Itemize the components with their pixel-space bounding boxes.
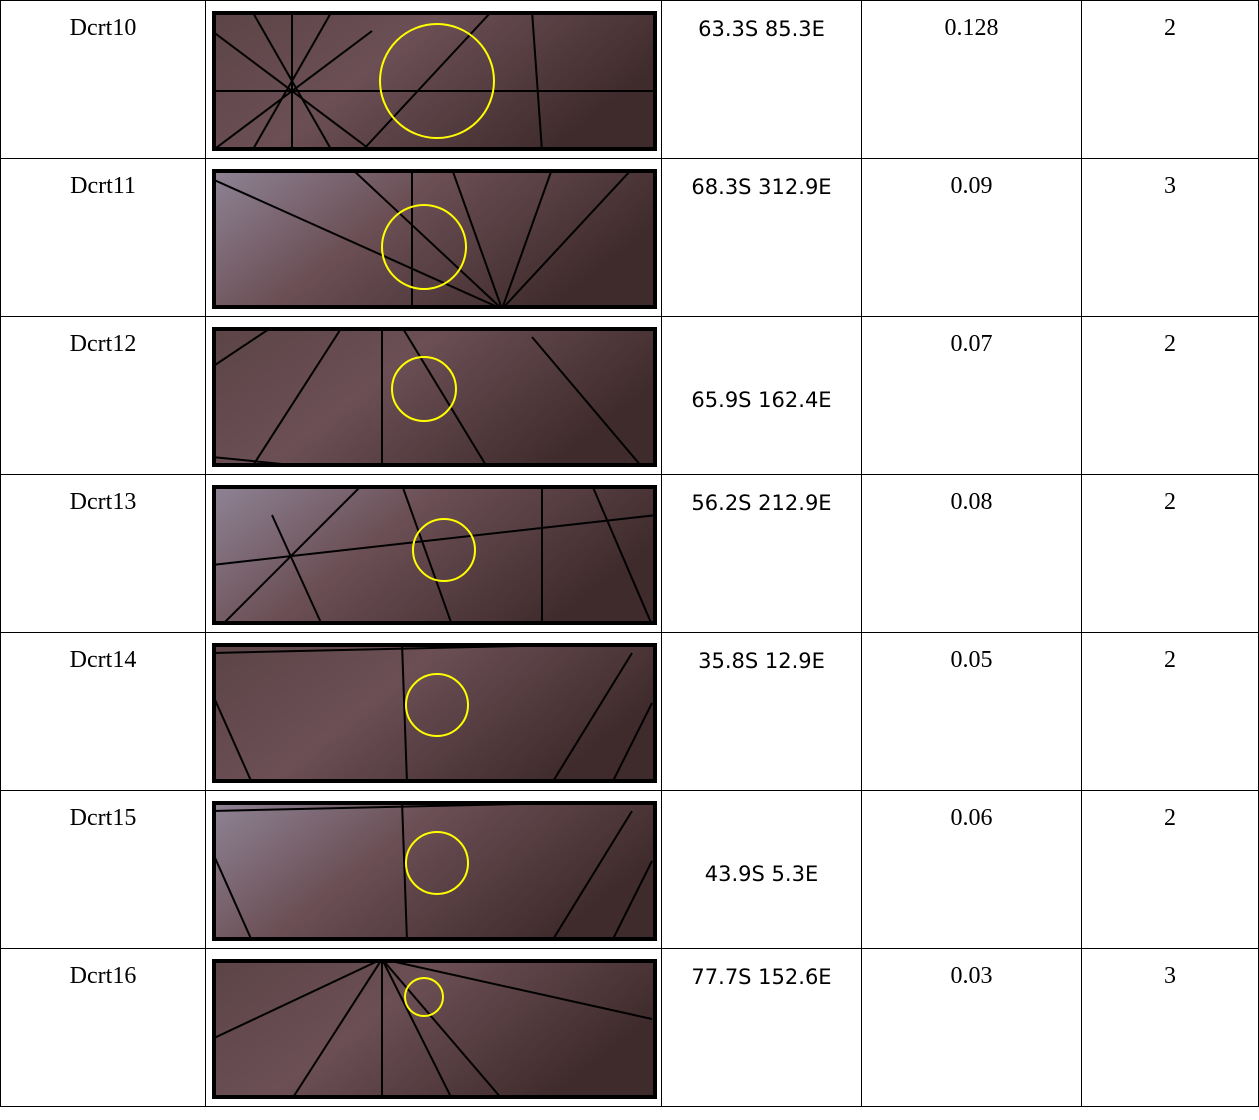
crater-image (212, 959, 657, 1099)
table-cell: 3 (1082, 159, 1259, 317)
crater-image (212, 485, 657, 625)
table-cell: 68.3S 312.9E (662, 159, 862, 317)
table-cell: 0.09 (862, 159, 1082, 317)
table-body: Dcrt1063.3S 85.3E0.1282Dcrt1168.3S 312.9… (1, 1, 1259, 1107)
table-cell (206, 1, 662, 159)
table-cell: Dcrt10 (1, 1, 206, 159)
table-cell: 56.2S 212.9E (662, 475, 862, 633)
table-cell: 0.128 (862, 1, 1082, 159)
crater-image (212, 327, 657, 467)
table-cell: 2 (1082, 1, 1259, 159)
table-cell: Dcrt15 (1, 791, 206, 949)
image-bg (212, 801, 657, 941)
table-cell: Dcrt16 (1, 949, 206, 1107)
table-cell: 65.9S 162.4E (662, 317, 862, 475)
table-cell: 2 (1082, 633, 1259, 791)
table-row: Dcrt16 77.7S 152.6E0.033 (1, 949, 1259, 1107)
crater-image (212, 801, 657, 941)
crater-table: Dcrt1063.3S 85.3E0.1282Dcrt1168.3S 312.9… (0, 0, 1259, 1107)
image-bg (212, 643, 657, 783)
table-cell: 3 (1082, 949, 1259, 1107)
image-bg (212, 327, 657, 467)
image-bg (212, 485, 657, 625)
crater-image (212, 169, 657, 309)
table-cell: 35.8S 12.9E (662, 633, 862, 791)
table-cell (206, 159, 662, 317)
table-cell: 0.03 (862, 949, 1082, 1107)
table-cell: Dcrt11 (1, 159, 206, 317)
table-cell: 43.9S 5.3E (662, 791, 862, 949)
table-cell: 63.3S 85.3E (662, 1, 862, 159)
table-cell: 0.08 (862, 475, 1082, 633)
table-cell (206, 791, 662, 949)
crater-image (212, 11, 657, 151)
table-cell: 2 (1082, 475, 1259, 633)
table-cell (206, 475, 662, 633)
crater-image (212, 643, 657, 783)
table-cell: 77.7S 152.6E (662, 949, 862, 1107)
table-cell: 2 (1082, 317, 1259, 475)
table-cell: 0.05 (862, 633, 1082, 791)
table-cell (206, 949, 662, 1107)
table-cell: 0.07 (862, 317, 1082, 475)
table-cell: 0.06 (862, 791, 1082, 949)
table-cell (206, 633, 662, 791)
table-cell: 2 (1082, 791, 1259, 949)
table-cell: Dcrt13 (1, 475, 206, 633)
page: Dcrt1063.3S 85.3E0.1282Dcrt1168.3S 312.9… (0, 0, 1259, 1120)
table-cell: Dcrt12 (1, 317, 206, 475)
table-cell (206, 317, 662, 475)
table-cell: Dcrt14 (1, 633, 206, 791)
